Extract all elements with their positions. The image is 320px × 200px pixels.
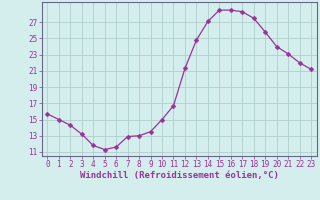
X-axis label: Windchill (Refroidissement éolien,°C): Windchill (Refroidissement éolien,°C) [80,171,279,180]
